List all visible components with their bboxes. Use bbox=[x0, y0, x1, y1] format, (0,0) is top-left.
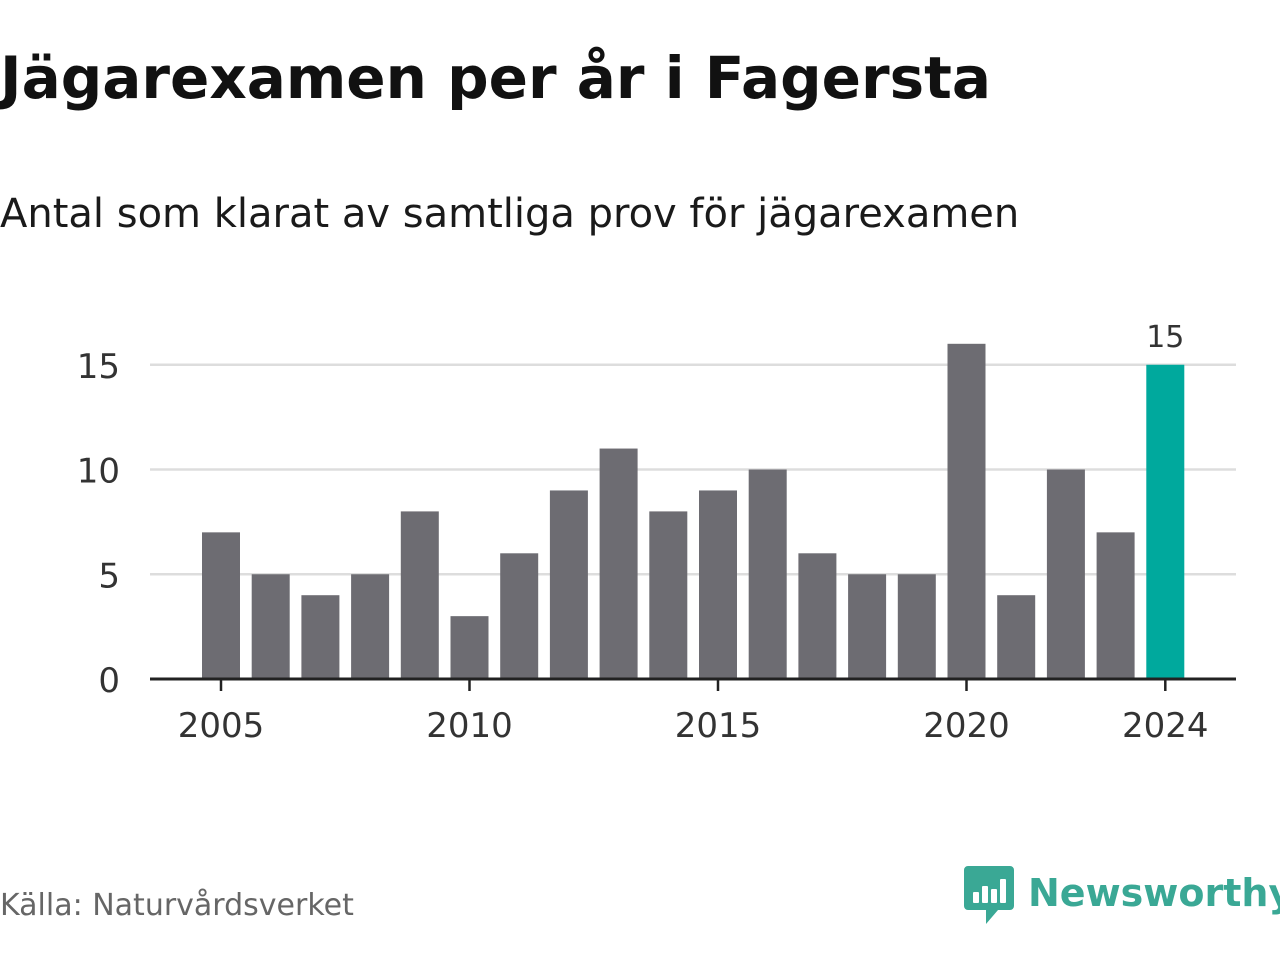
chart-subtitle: Antal som klarat av samtliga prov för jä… bbox=[0, 191, 1020, 237]
x-tick-label: 2015 bbox=[675, 706, 762, 746]
data-labels: 15 bbox=[1146, 320, 1184, 355]
newsworthy-bar-chart-bubble-icon bbox=[964, 866, 1014, 924]
bar-2010 bbox=[450, 616, 489, 679]
x-tick-label: 2010 bbox=[426, 706, 513, 746]
bar-2020 bbox=[947, 343, 986, 679]
bar-2005 bbox=[202, 532, 240, 679]
brand-logo: Newsworthy bbox=[964, 866, 1280, 926]
bar-2015 bbox=[699, 490, 737, 679]
y-tick-label: 10 bbox=[77, 452, 120, 492]
y-tick-label: 5 bbox=[98, 556, 120, 596]
data-label-2024: 15 bbox=[1146, 320, 1184, 355]
bar-2014 bbox=[649, 511, 688, 679]
y-axis-tick-labels: 0 5 10 15 bbox=[77, 347, 120, 701]
bar-2007 bbox=[301, 595, 340, 679]
bar-2006 bbox=[251, 574, 290, 679]
bar-2022 bbox=[1046, 469, 1085, 679]
brand-name: Newsworthy bbox=[1028, 871, 1280, 915]
bar-2017 bbox=[798, 553, 837, 679]
bar-2021 bbox=[997, 595, 1036, 679]
bar-2009 bbox=[400, 511, 439, 679]
y-tick-label: 0 bbox=[98, 661, 120, 701]
source-note: Källa: Naturvårdsverket bbox=[0, 888, 354, 923]
x-axis: 2005 2010 2015 2020 2024 bbox=[150, 677, 1236, 746]
bar-2019 bbox=[897, 574, 936, 679]
bar-2023 bbox=[1096, 532, 1135, 679]
y-tick-label: 15 bbox=[77, 347, 120, 387]
bar-2008 bbox=[351, 574, 390, 679]
bar-2012 bbox=[549, 490, 588, 679]
x-tick-label: 2020 bbox=[923, 706, 1010, 746]
bar-chart: 0 5 10 15 2005 2010 2015 2020 2024 15 bbox=[77, 320, 1236, 746]
bars bbox=[202, 343, 1185, 679]
x-tick-label: 2024 bbox=[1122, 706, 1209, 746]
x-tick-label: 2005 bbox=[178, 706, 265, 746]
bar-2013 bbox=[599, 448, 638, 679]
bar-2011 bbox=[500, 553, 539, 679]
chart-title: Jägarexamen per år i Fagersta bbox=[0, 44, 991, 112]
bar-2018 bbox=[848, 574, 887, 679]
bar-2024 bbox=[1146, 364, 1185, 679]
bar-2016 bbox=[748, 469, 787, 679]
